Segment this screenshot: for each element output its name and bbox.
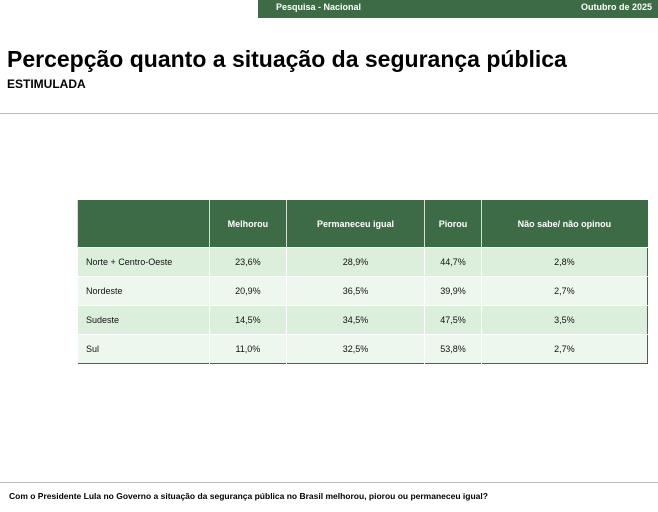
column-header <box>77 200 210 248</box>
cell: 2,8% <box>480 247 648 277</box>
column-header: Piorou <box>424 200 482 248</box>
cell: 2,7% <box>480 334 648 364</box>
header-row: Melhorou Permaneceu igual Piorou Não sabe/ … <box>77 200 648 248</box>
column-header: Não sabe/ não opinou <box>480 200 648 248</box>
region: Sul <box>77 334 210 364</box>
cell: 14,5% <box>209 305 287 335</box>
cell: 39,9% <box>424 276 482 306</box>
region: Sudeste <box>77 305 210 335</box>
region: Norte + Centro-Oeste <box>77 247 210 277</box>
cell: 44,7% <box>424 247 482 277</box>
date-label: Outubro de 2025 <box>580 2 652 12</box>
region: Nordeste <box>77 276 210 306</box>
cell: 32,5% <box>285 334 425 364</box>
table-row: Norte + Centro-Oeste 23,6% 28,9% 44,7% 2,8% <box>77 247 648 277</box>
table-row: Sul 11,0% 32,5% 53,8% 2,7% <box>77 334 648 364</box>
column-header: Melhorou <box>209 200 287 248</box>
cell: 11,0% <box>209 334 287 364</box>
table-row: Sudeste 14,5% 34,5% 47,5% 3,5% <box>77 305 648 335</box>
cell: 53,8% <box>424 334 482 364</box>
cell: 3,5% <box>480 305 648 335</box>
column-header: Permaneceu igual <box>285 200 425 248</box>
title: Percepção quanto a situação da segurança… <box>7 46 567 72</box>
table-row: Nordeste 20,9% 36,5% 39,9% 2,7% <box>77 276 648 306</box>
divider <box>0 482 658 483</box>
top-bar: Pesquisa - Nacional Outubro de 2025 <box>258 0 658 18</box>
cell: 2,7% <box>480 276 648 306</box>
subtitle: ESTIMULADA <box>7 77 86 91</box>
cell: 47,5% <box>424 305 482 335</box>
cell: 20,9% <box>209 276 287 306</box>
cell: 23,6% <box>209 247 287 277</box>
cell: 36,5% <box>285 276 425 306</box>
cell: 28,9% <box>285 247 425 277</box>
divider <box>0 113 658 114</box>
question: Com o Presidente Lula no Governo a situa… <box>9 491 488 501</box>
cell: 34,5% <box>285 305 425 335</box>
results-table: Melhorou Permaneceu igual Piorou Não sabe/ … <box>77 200 648 364</box>
survey-label: Pesquisa - Nacional <box>276 2 362 12</box>
